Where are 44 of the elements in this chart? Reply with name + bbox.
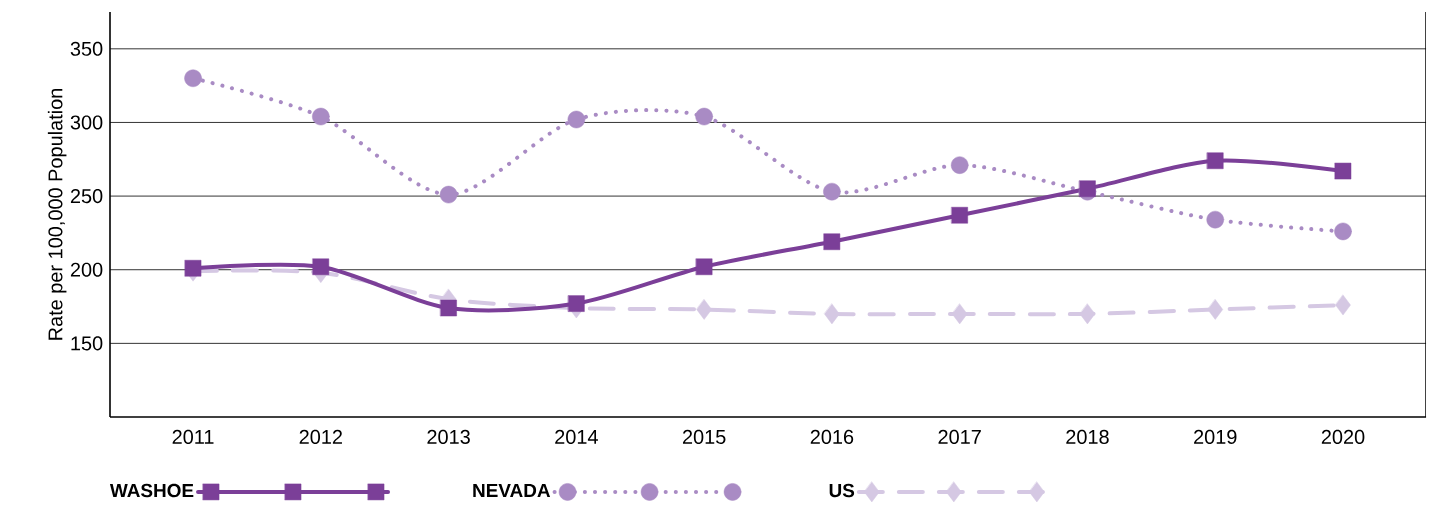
x-tick-label: 2018: [1066, 429, 1109, 444]
point: [568, 295, 585, 312]
x-tick-label: 2012: [299, 429, 342, 444]
point: [567, 110, 586, 129]
point: [695, 107, 713, 126]
x-tick-label: 2014: [555, 429, 598, 444]
point: [951, 206, 968, 224]
point: [1335, 294, 1351, 316]
point: [1079, 180, 1096, 197]
x-tick-label: 2019: [1194, 429, 1237, 444]
point: [1207, 299, 1223, 320]
point: [1206, 152, 1224, 169]
point: [951, 303, 968, 325]
x-tick-label: 2015: [682, 429, 726, 444]
point: [1334, 162, 1352, 180]
point: [1206, 210, 1224, 229]
point: [184, 69, 202, 88]
point: [1334, 222, 1352, 241]
y-tick-label: 300: [70, 115, 103, 130]
x-tick-label: 2017: [938, 429, 981, 444]
legend-label: WASHOE: [109, 483, 194, 498]
legend-label: US: [829, 483, 855, 498]
x-tick-label: 2013: [427, 429, 470, 444]
point: [824, 303, 840, 325]
point: [1079, 303, 1096, 325]
y-tick-label: 150: [71, 336, 103, 351]
y-tick-label: 250: [70, 189, 103, 204]
point: [823, 182, 841, 201]
point: [440, 299, 457, 317]
point: [950, 156, 969, 174]
x-tick-label: 2016: [810, 429, 854, 444]
point: [439, 185, 458, 204]
y-tick-label: 200: [70, 262, 103, 277]
legend-label: NEVADA: [473, 483, 551, 497]
point: [823, 233, 841, 250]
x-tick-label: 2011: [172, 429, 214, 444]
x-tick-label: 2020: [1321, 429, 1365, 444]
y-tick-label: 350: [70, 41, 103, 56]
point: [312, 107, 330, 126]
point: [184, 260, 202, 277]
point: [312, 258, 330, 276]
point: [695, 258, 713, 276]
point: [696, 299, 712, 320]
y-axis-title: Rate per 100,000 Population: [47, 89, 67, 340]
